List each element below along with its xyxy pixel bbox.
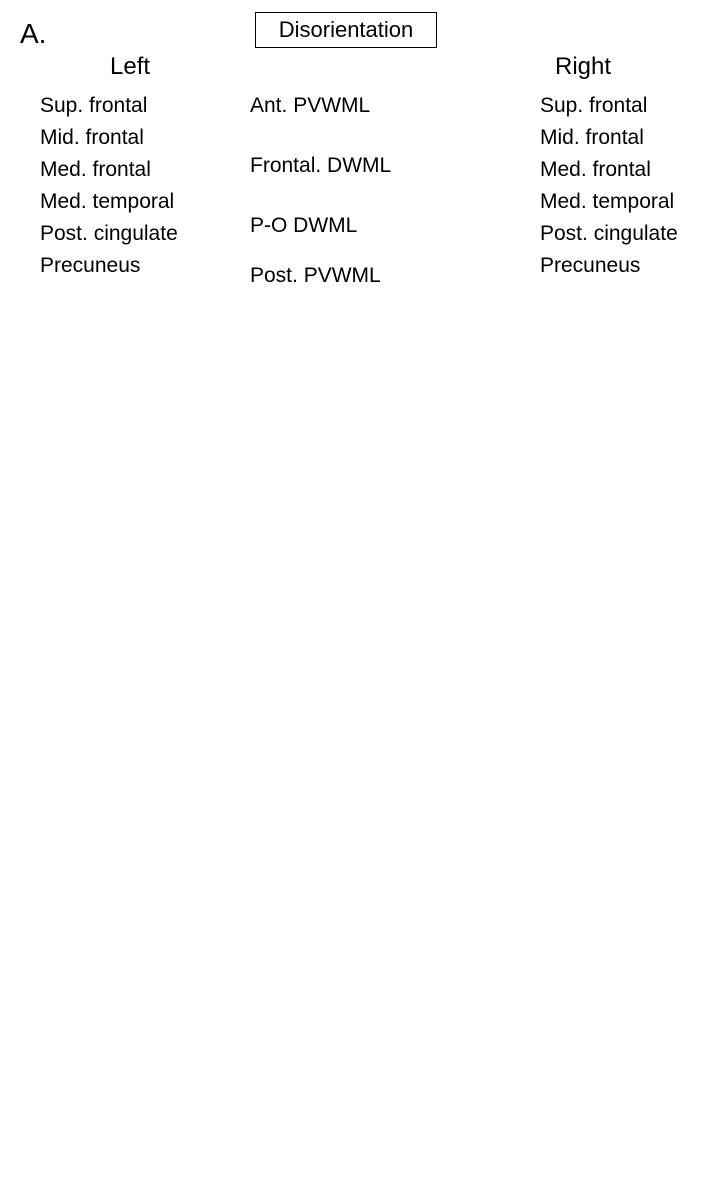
center-item-A-0: Ant. PVWML <box>250 95 370 116</box>
panel-letter-A: A. <box>20 20 46 48</box>
left-item-A-3: Med. temporal <box>40 191 174 212</box>
right-header-A: Right <box>555 55 611 79</box>
diagram-canvas: A. Disorientation Left Right Sup. frontal Mid… <box>0 0 726 1186</box>
panel-title-A: Disorientation <box>255 12 437 48</box>
left-item-A-5: Precuneus <box>40 255 140 276</box>
right-item-A-4: Post. cingulate <box>540 223 678 244</box>
right-item-A-0: Sup. frontal <box>540 95 647 116</box>
right-item-A-5: Precuneus <box>540 255 640 276</box>
left-item-A-0: Sup. frontal <box>40 95 147 116</box>
left-header-A: Left <box>110 55 150 79</box>
center-item-A-3: Post. PVWML <box>250 265 381 286</box>
center-item-A-2: P-O DWML <box>250 215 357 236</box>
right-item-A-2: Med. frontal <box>540 159 651 180</box>
left-item-A-2: Med. frontal <box>40 159 151 180</box>
center-item-A-1: Frontal. DWML <box>250 155 391 176</box>
right-item-A-1: Mid. frontal <box>540 127 644 148</box>
left-item-A-4: Post. cingulate <box>40 223 178 244</box>
right-item-A-3: Med. temporal <box>540 191 674 212</box>
left-item-A-1: Mid. frontal <box>40 127 144 148</box>
